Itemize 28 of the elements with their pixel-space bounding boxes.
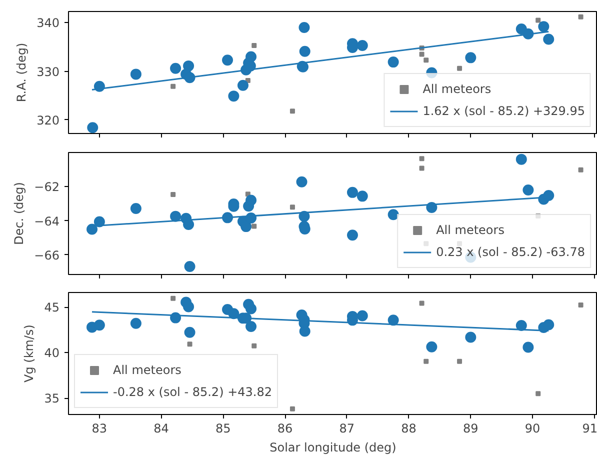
legend-label: All meteors — [436, 223, 504, 237]
legend-label: 0.23 x (sol - 85.2) -63.78 — [436, 245, 585, 259]
x-tick-label: 86 — [277, 422, 293, 436]
x-tick-label: 83 — [92, 422, 108, 436]
legend-label: -0.28 x (sol - 85.2) +43.82 — [113, 385, 272, 399]
y-tick-label: 320 — [36, 113, 60, 128]
y-axis-title: R.A. (deg) — [14, 42, 29, 102]
y-tick-label: 40 — [44, 346, 60, 360]
legend-label: 1.62 x (sol - 85.2) +329.95 — [422, 104, 585, 118]
y-axis-title: Vg (km/s) — [22, 324, 36, 382]
x-axis-title: Solar longitude (deg) — [270, 440, 396, 454]
x-tick-label: 87 — [339, 422, 355, 436]
y-tick-label: −66 — [34, 248, 60, 262]
x-tick-label: 90 — [524, 422, 540, 436]
y-tick-label: 340 — [36, 16, 60, 30]
y-tick-label: 35 — [44, 392, 60, 406]
x-tick-label: 84 — [154, 422, 169, 436]
x-tick-label: 89 — [463, 422, 478, 436]
x-tick-label: 88 — [401, 422, 416, 436]
y-tick-label: 45 — [44, 300, 60, 315]
y-tick-label: −64 — [34, 214, 60, 228]
x-tick-label: 91 — [582, 422, 597, 436]
legend-label: All meteors — [422, 82, 492, 96]
x-tick-label: 85 — [216, 422, 231, 436]
legend-label: All meteors — [113, 363, 182, 377]
y-axis-title: Dec. (deg) — [12, 182, 26, 245]
y-tick-label: 330 — [36, 64, 60, 79]
y-tick-label: −62 — [34, 180, 60, 194]
